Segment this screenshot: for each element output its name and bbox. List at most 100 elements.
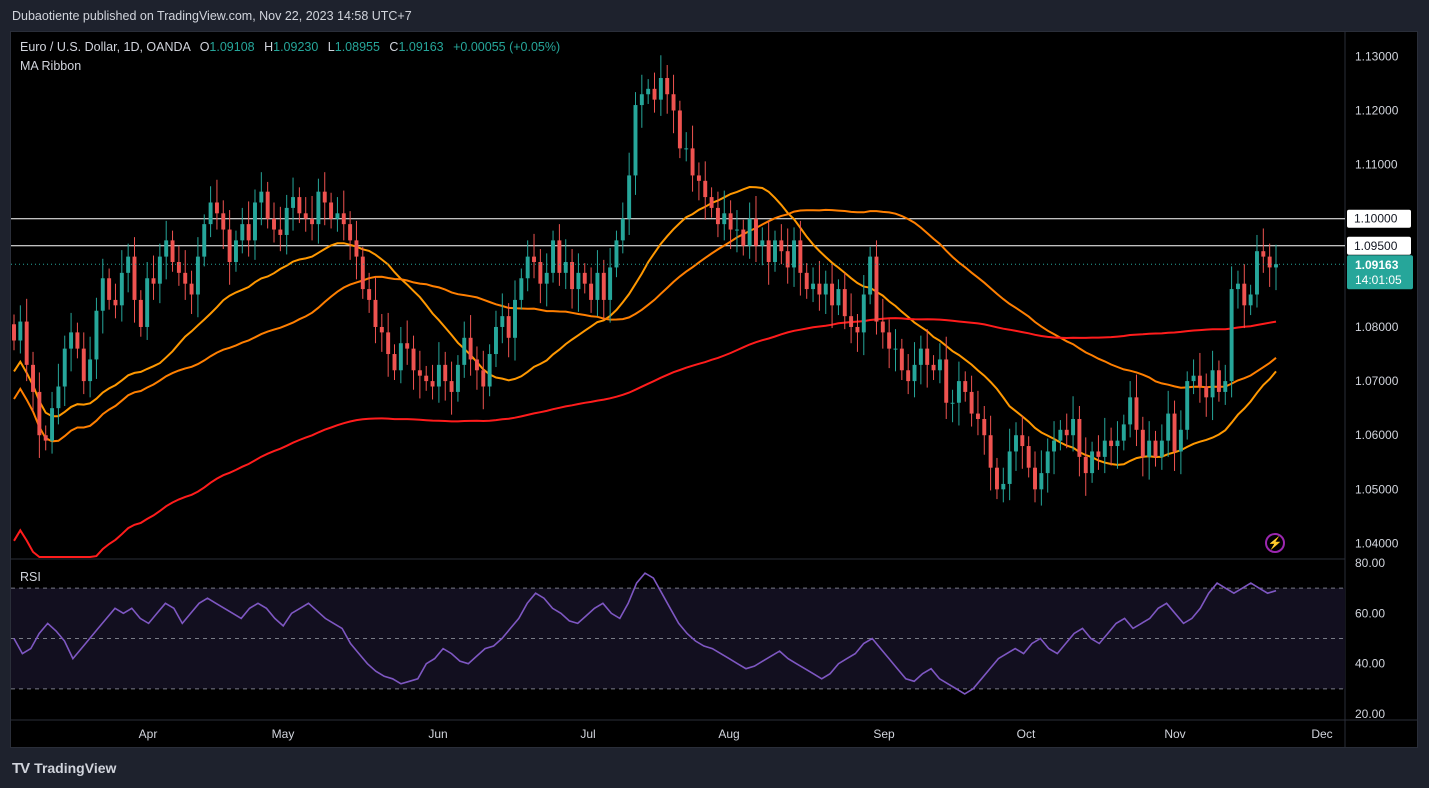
candle-body[interactable] (322, 191, 327, 203)
candle-body[interactable] (221, 213, 226, 230)
candle-body[interactable] (81, 348, 86, 382)
candle-body[interactable] (316, 191, 321, 225)
candle-body[interactable] (601, 272, 606, 300)
candle-body[interactable] (329, 202, 334, 219)
candle-body[interactable] (145, 278, 150, 327)
candle-body[interactable] (1178, 429, 1183, 452)
candle-body[interactable] (373, 299, 378, 327)
candle-body[interactable] (405, 343, 410, 349)
candle-body[interactable] (1159, 440, 1164, 457)
candle-body[interactable] (455, 364, 460, 392)
candle-body[interactable] (804, 272, 809, 290)
candle-body[interactable] (880, 321, 885, 333)
candle-body[interactable] (360, 256, 365, 290)
candle-body[interactable] (1071, 418, 1076, 436)
candle-body[interactable] (887, 332, 892, 349)
candle-body[interactable] (849, 316, 854, 327)
candle-body[interactable] (341, 213, 346, 225)
candle-body[interactable] (1172, 413, 1177, 452)
candle-body[interactable] (982, 418, 987, 436)
candle-body[interactable] (132, 256, 137, 300)
candle-body[interactable] (506, 316, 511, 338)
candle-body[interactable] (113, 299, 118, 306)
candle-body[interactable] (151, 278, 156, 284)
candle-body[interactable] (1216, 370, 1221, 392)
candle-body[interactable] (715, 207, 720, 225)
candle-body[interactable] (119, 272, 124, 306)
candle-body[interactable] (544, 272, 549, 284)
candle-body[interactable] (1109, 440, 1114, 447)
candle-body[interactable] (646, 88, 651, 95)
candle-body[interactable] (297, 197, 302, 214)
candle-body[interactable] (728, 213, 733, 230)
candle-body[interactable] (88, 359, 93, 382)
candle-body[interactable] (722, 213, 727, 225)
candle-body[interactable] (696, 175, 701, 181)
candle-body[interactable] (855, 326, 860, 333)
candle-body[interactable] (62, 348, 67, 387)
candle-body[interactable] (494, 326, 498, 355)
candle-body[interactable] (988, 435, 993, 468)
candle-body[interactable] (1026, 446, 1031, 468)
candle-body[interactable] (1014, 435, 1018, 452)
candle-body[interactable] (468, 337, 473, 360)
candle-body[interactable] (570, 262, 575, 290)
candle-body[interactable] (557, 240, 562, 273)
candle-body[interactable] (532, 256, 536, 263)
candle-body[interactable] (1058, 429, 1063, 441)
candle-body[interactable] (214, 202, 219, 214)
candle-body[interactable] (126, 256, 131, 273)
candle-body[interactable] (436, 364, 441, 387)
candle-body[interactable] (937, 359, 942, 371)
candle-body[interactable] (411, 348, 416, 371)
candle-body[interactable] (1255, 251, 1259, 295)
candle-body[interactable] (754, 218, 758, 246)
candle-body[interactable] (291, 197, 296, 208)
candle-body[interactable] (734, 229, 739, 231)
candle-body[interactable] (56, 386, 61, 409)
current-price-badge[interactable] (1347, 255, 1413, 290)
candle-body[interactable] (963, 381, 968, 392)
candle-body[interactable] (906, 370, 911, 382)
candle-body[interactable] (994, 467, 999, 490)
candle-body[interactable] (830, 283, 835, 306)
candle-body[interactable] (1204, 386, 1209, 398)
candle-body[interactable] (12, 324, 16, 341)
candle-body[interactable] (157, 256, 162, 284)
candle-body[interactable] (379, 326, 384, 333)
candle-body[interactable] (931, 364, 936, 371)
candle-body[interactable] (589, 283, 594, 300)
candle-body[interactable] (1210, 370, 1215, 398)
candle-body[interactable] (443, 364, 448, 382)
candle-body[interactable] (1052, 440, 1057, 452)
candle-body[interactable] (272, 218, 276, 230)
candle-body[interactable] (481, 370, 486, 387)
candle-body[interactable] (386, 332, 391, 355)
candle-body[interactable] (1064, 429, 1069, 436)
candle-body[interactable] (817, 283, 822, 295)
candle-body[interactable] (1096, 451, 1101, 457)
candle-body[interactable] (1248, 294, 1253, 306)
candle-body[interactable] (779, 240, 784, 252)
candle-body[interactable] (944, 359, 949, 403)
lightning-icon[interactable]: ⚡ (1265, 533, 1285, 553)
candle-body[interactable] (785, 251, 790, 268)
candle-body[interactable] (392, 354, 397, 371)
candle-body[interactable] (1121, 424, 1126, 441)
candle-body[interactable] (620, 218, 625, 241)
candle-body[interactable] (1083, 456, 1088, 474)
rsi-line[interactable] (13, 572, 1277, 695)
candle-body[interactable] (538, 262, 543, 284)
candle-body[interactable] (912, 364, 917, 382)
candle-body[interactable] (868, 256, 873, 295)
candle-body[interactable] (614, 240, 619, 268)
candle-body[interactable] (595, 272, 600, 300)
candle-body[interactable] (1020, 435, 1025, 447)
candle-body[interactable] (37, 391, 42, 436)
candle-body[interactable] (969, 391, 974, 414)
candle-body[interactable] (202, 224, 207, 257)
candle-body[interactable] (246, 224, 251, 241)
candle-body[interactable] (652, 88, 657, 100)
candle-body[interactable] (1140, 429, 1145, 457)
candle-body[interactable] (183, 272, 188, 284)
